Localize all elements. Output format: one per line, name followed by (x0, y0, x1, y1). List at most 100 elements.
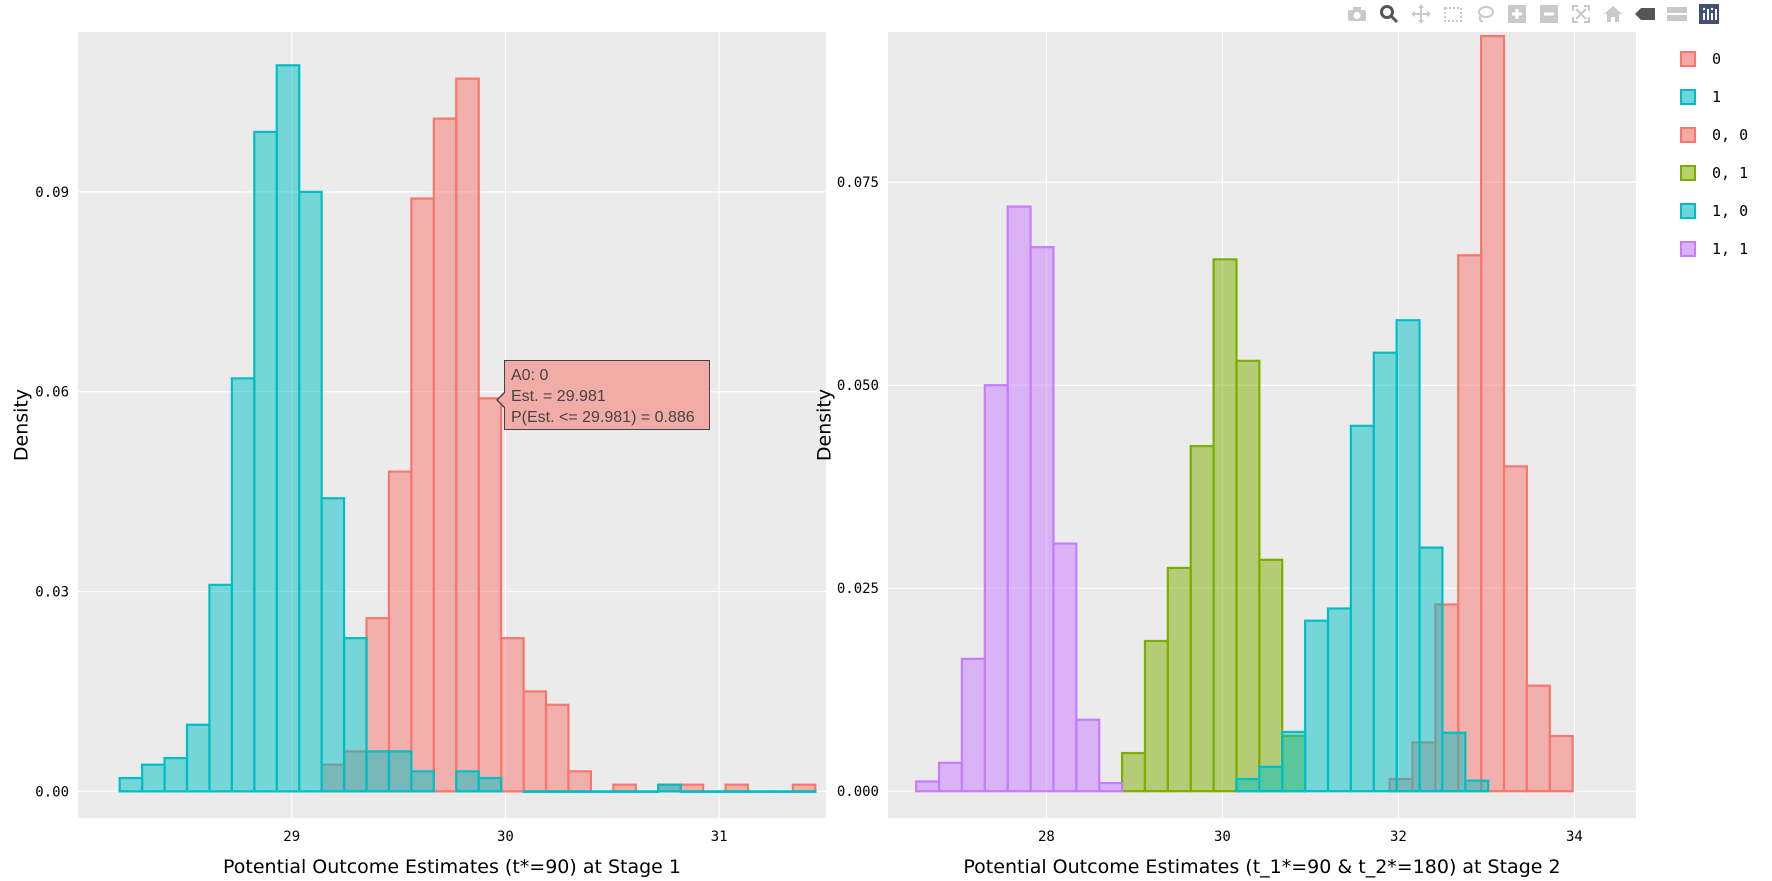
histogram-bar[interactable] (544, 790, 570, 793)
pan-icon[interactable] (1409, 2, 1433, 26)
stage2-series-0-1[interactable] (1120, 258, 1307, 793)
stage1-series-0[interactable] (320, 77, 817, 793)
histogram-bar[interactable] (1418, 546, 1444, 793)
histogram-bar[interactable] (1098, 781, 1124, 793)
histogram-bar[interactable] (983, 384, 1009, 793)
hover-compare-icon[interactable] (1665, 2, 1689, 26)
histogram-bar[interactable] (1304, 619, 1330, 793)
legend-item-1[interactable]: 1 (1680, 78, 1748, 116)
histogram-bar[interactable] (1548, 734, 1574, 793)
histogram-bar[interactable] (522, 790, 548, 793)
histogram-bar[interactable] (1281, 730, 1307, 793)
histogram-bar[interactable] (320, 497, 346, 793)
autoscale-icon[interactable] (1569, 2, 1593, 26)
histogram-bar[interactable] (141, 763, 166, 793)
box-select-icon[interactable] (1441, 2, 1465, 26)
histogram-bar[interactable] (1235, 359, 1261, 793)
histogram-bar[interactable] (1052, 542, 1078, 793)
histogram-bar[interactable] (477, 397, 503, 793)
histogram-bar[interactable] (365, 750, 391, 793)
legend-item-0-1[interactable]: 0, 1 (1680, 154, 1748, 192)
histogram-bar[interactable] (769, 790, 794, 793)
stage1-histogram-panel[interactable]: 0.00 0.03 0.06 0.09 29 30 31 Potential Outcome … (11, 32, 827, 878)
stage2-series-1-0[interactable] (1235, 319, 1490, 793)
plotly-logo-icon[interactable] (1697, 2, 1721, 26)
histogram-bar[interactable] (915, 780, 941, 793)
histogram-bar[interactable] (163, 756, 189, 793)
histogram-bar[interactable] (1029, 246, 1055, 793)
stage2-histogram-panel[interactable]: 0.000 0.025 0.050 0.075 28 30 32 34 Potential Ou… (814, 32, 1637, 878)
histogram-bar[interactable] (1120, 751, 1147, 793)
histogram-bar[interactable] (477, 776, 503, 793)
histogram-bar[interactable] (185, 723, 211, 793)
histogram-bar[interactable] (387, 470, 413, 793)
legend-item-1-1[interactable]: 1, 1 (1680, 230, 1748, 268)
histogram-bar[interactable] (791, 790, 817, 793)
histogram-bar[interactable] (1166, 566, 1192, 793)
histogram-bar[interactable] (746, 790, 772, 793)
histogram-bar[interactable] (702, 790, 727, 793)
zoom-icon[interactable] (1377, 2, 1401, 26)
histogram-bar[interactable] (589, 790, 615, 793)
histogram-bar[interactable] (1006, 205, 1032, 793)
legend-label: 1, 0 (1712, 202, 1749, 220)
histogram-bar[interactable] (1525, 684, 1551, 793)
histogram-bar[interactable] (567, 790, 593, 793)
histogram-bar[interactable] (1441, 731, 1467, 793)
histogram-bar[interactable] (544, 703, 570, 793)
histogram-bar[interactable] (275, 64, 301, 793)
histogram-bar[interactable] (1349, 424, 1375, 793)
camera-icon[interactable] (1345, 2, 1369, 26)
histogram-bar[interactable] (960, 657, 986, 793)
histogram-bar[interactable] (1258, 558, 1284, 793)
legend-item-0-0[interactable]: 0, 0 (1680, 116, 1748, 154)
histogram-bar[interactable] (724, 790, 750, 793)
histogram-bar[interactable] (1326, 607, 1352, 793)
histogram-bar[interactable] (1235, 777, 1261, 793)
legend-item-0[interactable]: 0 (1680, 40, 1748, 78)
histogram-bar[interactable] (387, 750, 413, 793)
histogram-bar[interactable] (937, 761, 964, 793)
histogram-bar[interactable] (1143, 639, 1169, 793)
legend-item-1-0[interactable]: 1, 0 (1680, 192, 1748, 230)
tooltip-estimate-line: Est. = 29.981 (511, 388, 606, 405)
histogram-bar[interactable] (634, 790, 660, 793)
histogram-bar[interactable] (500, 637, 525, 793)
hover-closest-icon[interactable] (1633, 2, 1657, 26)
histogram-bar[interactable] (567, 770, 593, 793)
lasso-select-icon[interactable] (1473, 2, 1497, 26)
histogram-bar[interactable] (612, 790, 637, 793)
histogram-bar[interactable] (1502, 465, 1528, 793)
histogram-bar[interactable] (455, 77, 480, 793)
legend-swatch (1680, 127, 1696, 143)
histogram-bar[interactable] (1075, 718, 1101, 793)
histogram-bar[interactable] (1189, 445, 1215, 793)
histogram-bar[interactable] (522, 690, 548, 793)
histogram-bar[interactable] (1258, 765, 1284, 793)
histogram-bar[interactable] (1464, 779, 1490, 793)
histogram-bar[interactable] (1457, 254, 1483, 793)
histogram-bar[interactable] (1480, 34, 1506, 793)
zoom-in-icon[interactable] (1505, 2, 1529, 26)
histogram-bar[interactable] (410, 197, 435, 793)
stage1-series-1[interactable] (118, 64, 817, 793)
histogram-bar[interactable] (230, 377, 256, 793)
histogram-bar[interactable] (1212, 258, 1238, 793)
histogram-bar[interactable] (208, 583, 233, 793)
histogram-bar[interactable] (455, 770, 480, 793)
stage1-y-tick-label: 0.09 (35, 185, 69, 201)
histogram-bar[interactable] (657, 783, 682, 793)
histogram-bar[interactable] (410, 770, 435, 793)
histogram-bar[interactable] (298, 190, 323, 793)
zoom-out-icon[interactable] (1537, 2, 1561, 26)
histogram-bar[interactable] (1395, 319, 1421, 793)
reset-axes-icon[interactable] (1601, 2, 1625, 26)
histogram-bar[interactable] (253, 130, 278, 793)
stage2-y-tick-label: 0.025 (837, 581, 879, 597)
histogram-bar[interactable] (432, 117, 458, 793)
histogram-bar[interactable] (342, 637, 368, 793)
histogram-bar[interactable] (118, 776, 144, 793)
stage2-series-1-1[interactable] (915, 205, 1124, 793)
histogram-bar[interactable] (1372, 351, 1398, 793)
histogram-bar[interactable] (679, 790, 705, 793)
